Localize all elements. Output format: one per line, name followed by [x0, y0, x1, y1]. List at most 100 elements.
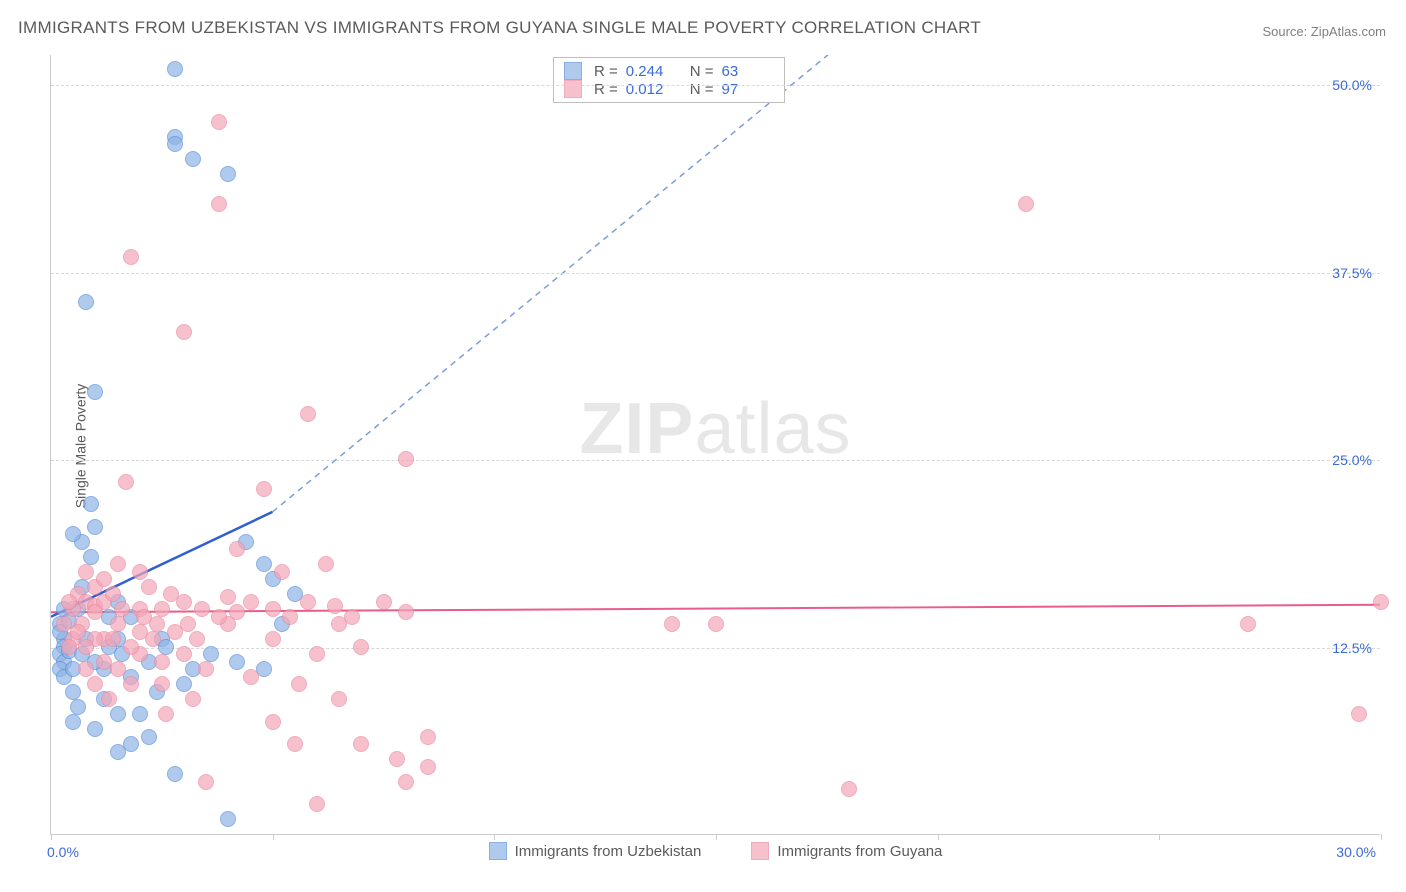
data-point	[664, 616, 680, 632]
data-point	[163, 586, 179, 602]
data-point	[83, 496, 99, 512]
data-point	[309, 646, 325, 662]
data-point	[141, 579, 157, 595]
data-point	[70, 699, 86, 715]
r-label-2: R =	[594, 81, 618, 98]
data-point	[123, 639, 139, 655]
data-point	[211, 114, 227, 130]
y-tick-label: 25.0%	[1332, 452, 1372, 468]
data-point	[65, 526, 81, 542]
data-point	[398, 774, 414, 790]
data-point	[78, 661, 94, 677]
data-point	[167, 61, 183, 77]
data-point	[132, 564, 148, 580]
data-point	[123, 249, 139, 265]
data-point	[114, 601, 130, 617]
data-point	[65, 714, 81, 730]
swatch-series-2	[564, 80, 582, 98]
swatch-bottom-2	[751, 842, 769, 860]
x-tick	[716, 834, 717, 840]
data-point	[132, 706, 148, 722]
n-value-2: 97	[722, 81, 774, 98]
data-point	[154, 654, 170, 670]
r-value-1: 0.244	[626, 63, 678, 80]
data-point	[87, 519, 103, 535]
legend-label-1: Immigrants from Uzbekistan	[515, 843, 702, 860]
data-point	[353, 736, 369, 752]
data-point	[353, 639, 369, 655]
data-point	[110, 616, 126, 632]
legend-label-2: Immigrants from Guyana	[777, 843, 942, 860]
data-point	[194, 601, 210, 617]
x-end-label: 30.0%	[1336, 844, 1376, 860]
data-point	[282, 609, 298, 625]
y-tick-label: 50.0%	[1332, 77, 1372, 93]
data-point	[167, 766, 183, 782]
data-point	[229, 604, 245, 620]
data-point	[118, 474, 134, 490]
gridline	[51, 648, 1380, 649]
data-point	[154, 676, 170, 692]
data-point	[398, 451, 414, 467]
data-point	[708, 616, 724, 632]
data-point	[61, 594, 77, 610]
x-tick	[51, 834, 52, 840]
data-point	[211, 609, 227, 625]
data-point	[1240, 616, 1256, 632]
data-point	[70, 624, 86, 640]
data-point	[398, 604, 414, 620]
data-point	[105, 631, 121, 647]
data-point	[176, 324, 192, 340]
data-point	[287, 736, 303, 752]
data-point	[300, 406, 316, 422]
gridline	[51, 273, 1380, 274]
data-point	[154, 601, 170, 617]
data-point	[123, 676, 139, 692]
data-point	[1373, 594, 1389, 610]
data-point	[274, 564, 290, 580]
data-point	[256, 556, 272, 572]
data-point	[83, 549, 99, 565]
data-point	[291, 676, 307, 692]
data-point	[203, 646, 219, 662]
data-point	[61, 639, 77, 655]
r-value-2: 0.012	[626, 81, 678, 98]
legend-stats-row-1: R = 0.244 N = 63	[564, 62, 774, 80]
gridline	[51, 85, 1380, 86]
chart-title: IMMIGRANTS FROM UZBEKISTAN VS IMMIGRANTS…	[18, 18, 981, 38]
data-point	[123, 736, 139, 752]
watermark-bold: ZIP	[579, 389, 694, 469]
data-point	[1018, 196, 1034, 212]
x-tick	[1381, 834, 1382, 840]
data-point	[220, 589, 236, 605]
data-point	[220, 166, 236, 182]
n-label-1: N =	[690, 63, 714, 80]
legend-stats-box: R = 0.244 N = 63 R = 0.012 N = 97	[553, 57, 785, 103]
data-point	[185, 151, 201, 167]
data-point	[1351, 706, 1367, 722]
r-label-1: R =	[594, 63, 618, 80]
data-point	[318, 556, 334, 572]
data-point	[101, 691, 117, 707]
data-point	[331, 691, 347, 707]
data-point	[110, 706, 126, 722]
source-text: Source: ZipAtlas.com	[1262, 24, 1386, 39]
data-point	[265, 714, 281, 730]
data-point	[78, 639, 94, 655]
bottom-legend: Immigrants from Uzbekistan Immigrants fr…	[51, 842, 1380, 860]
data-point	[256, 481, 272, 497]
y-tick-label: 12.5%	[1332, 640, 1372, 656]
x-tick	[494, 834, 495, 840]
watermark: ZIPatlas	[579, 388, 851, 470]
n-label-2: N =	[690, 81, 714, 98]
data-point	[87, 721, 103, 737]
data-point	[65, 684, 81, 700]
data-point	[136, 609, 152, 625]
data-point	[229, 654, 245, 670]
data-point	[211, 196, 227, 212]
data-point	[189, 631, 205, 647]
data-point	[158, 706, 174, 722]
data-point	[176, 646, 192, 662]
swatch-bottom-1	[489, 842, 507, 860]
data-point	[309, 796, 325, 812]
